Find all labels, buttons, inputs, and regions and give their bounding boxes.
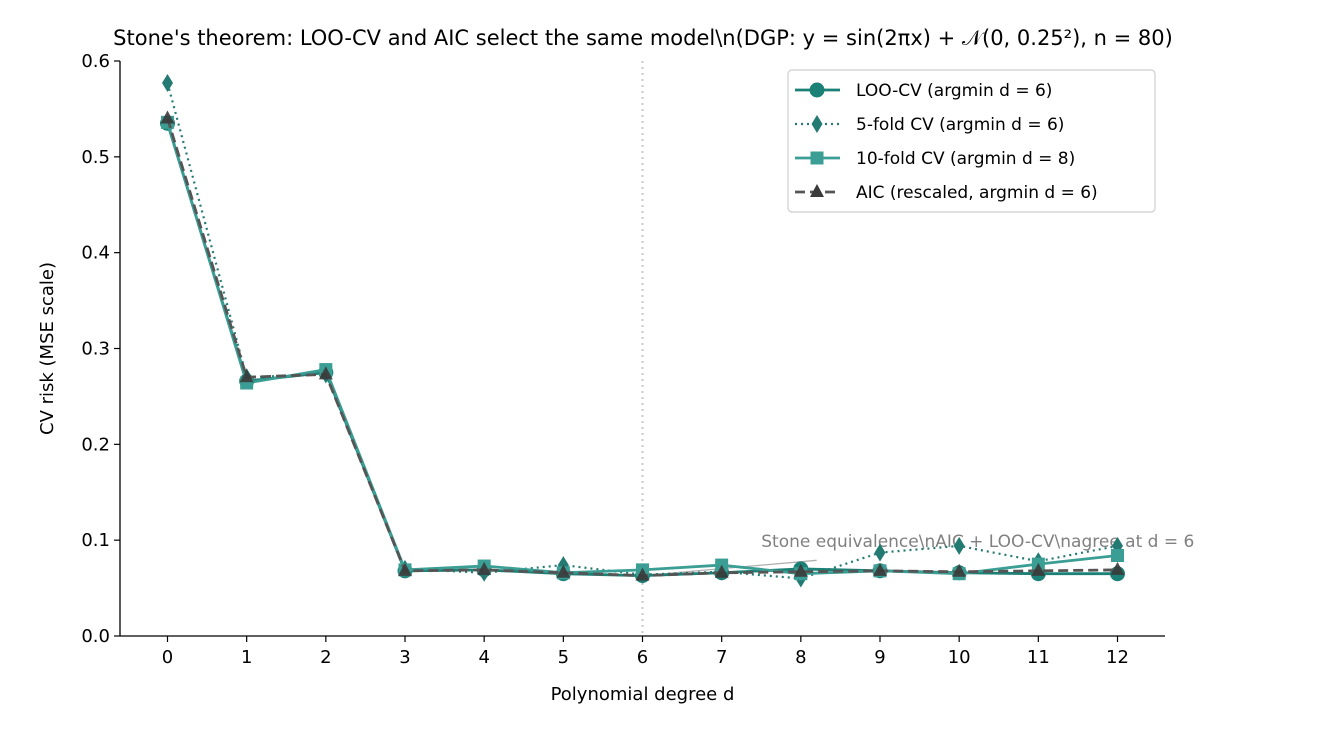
chart-title: Stone's theorem: LOO-CV and AIC select t… xyxy=(113,26,1173,50)
legend: LOO-CV (argmin d = 6) 5-fold CV (argmin d… xyxy=(787,69,1156,213)
legend-marker xyxy=(809,82,825,98)
x-tick-label: 10 xyxy=(948,647,971,668)
data-point xyxy=(635,567,650,581)
y-tick-label: 0.0 xyxy=(81,626,110,647)
axes: 0.00.10.20.30.40.50.60 1 2 3 4 5 6 7 8 9 10 11 12Pol… xyxy=(37,51,1165,705)
x-tick-label: 0 xyxy=(162,647,173,668)
data-point xyxy=(874,543,886,562)
y-tick-label: 0.6 xyxy=(81,51,110,72)
x-tick-label: 11 xyxy=(1027,647,1050,668)
legend-entry: 5-fold CV (argmin d = 6) xyxy=(795,115,1064,135)
data-point xyxy=(556,564,571,578)
x-tick-label: 4 xyxy=(478,647,489,668)
series-3 xyxy=(160,110,1125,581)
legend-label: LOO-CV (argmin d = 6) xyxy=(856,81,1052,101)
data-point xyxy=(477,561,492,575)
data-point xyxy=(1111,549,1124,562)
data-point xyxy=(714,564,729,578)
legend-marker xyxy=(811,115,823,133)
y-tick-label: 0.1 xyxy=(81,530,110,551)
x-tick-label: 7 xyxy=(716,647,727,668)
data-point xyxy=(160,110,175,124)
data-point xyxy=(398,562,412,576)
y-tick-label: 0.5 xyxy=(81,147,110,168)
legend-marker xyxy=(810,184,824,197)
chart-title-text: Stone's theorem: LOO-CV and AIC select t… xyxy=(113,26,1173,50)
y-axis-label: CV risk (MSE scale) xyxy=(37,262,58,435)
x-tick-label: 5 xyxy=(558,647,569,668)
x-tick-label: 2 xyxy=(320,647,331,668)
x-tick-label: 6 xyxy=(637,647,648,668)
legend-entry: LOO-CV (argmin d = 6) xyxy=(795,81,1052,101)
x-tick-label: 1 xyxy=(241,647,252,668)
y-tick-label: 0.2 xyxy=(81,434,110,455)
legend-label: AIC (rescaled, argmin d = 6) xyxy=(856,183,1098,203)
data-point xyxy=(318,366,333,380)
x-tick-label: 3 xyxy=(399,647,410,668)
x-tick-label: 8 xyxy=(795,647,806,668)
annotation-arrow xyxy=(642,559,817,577)
y-tick-label: 0.4 xyxy=(81,243,110,264)
annotation-group: Stone equivalence\nAIC + LOO-CV\nagree a… xyxy=(642,532,1194,577)
x-axis-label: Polynomial degree d xyxy=(551,684,735,705)
legend-box xyxy=(787,69,1156,213)
x-tick-label: 9 xyxy=(874,647,885,668)
data-point xyxy=(953,536,965,555)
series-group xyxy=(160,74,1125,588)
data-point xyxy=(239,369,254,383)
legend-label: 5-fold CV (argmin d = 6) xyxy=(856,115,1064,135)
data-point xyxy=(952,563,967,577)
annotation-text: Stone equivalence\nAIC + LOO-CV\nagree a… xyxy=(761,532,1194,552)
legend-entry: 10-fold CV (argmin d = 8) xyxy=(795,149,1075,169)
data-point xyxy=(793,563,808,577)
data-point xyxy=(1110,561,1125,575)
data-point xyxy=(873,562,887,576)
legend-entry: AIC (rescaled, argmin d = 6) xyxy=(795,183,1098,203)
legend-label: 10-fold CV (argmin d = 8) xyxy=(856,149,1075,169)
data-point xyxy=(162,74,173,93)
x-tick-label: 12 xyxy=(1106,647,1129,668)
legend-marker xyxy=(810,151,824,165)
y-tick-label: 0.3 xyxy=(81,339,110,360)
data-point xyxy=(1031,562,1046,576)
